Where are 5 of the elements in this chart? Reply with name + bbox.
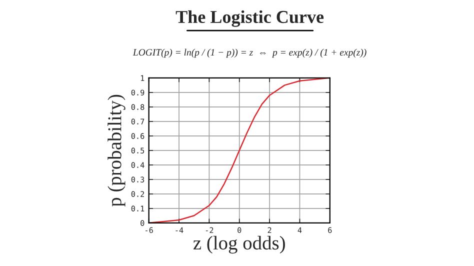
chart-title: The Logistic Curve bbox=[176, 10, 324, 27]
x-axis-title: z (log odds) bbox=[193, 236, 285, 254]
y-axis-title: p (probability) bbox=[108, 94, 126, 207]
chart-subtitle: LOGIT(p) = ln(p / (1 − p)) = z ⇔ p = exp(z) / (1 + exp(z)) bbox=[132, 48, 366, 58]
line-series bbox=[148, 78, 330, 223]
